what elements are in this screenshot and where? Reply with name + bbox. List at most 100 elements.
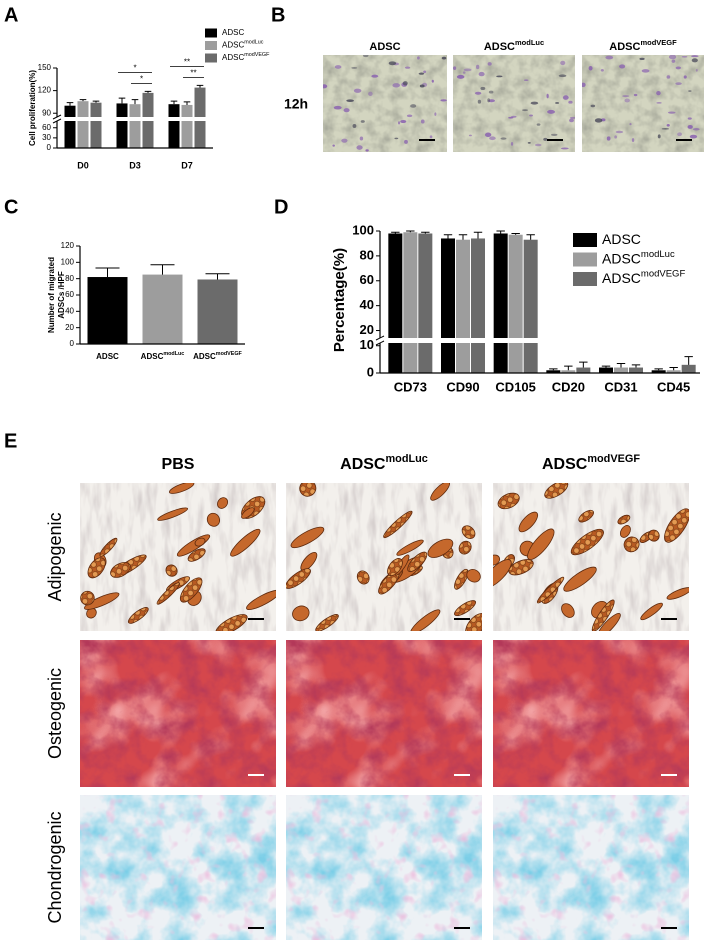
legend-label: ADSC xyxy=(222,28,244,37)
lipid-cell xyxy=(292,605,310,622)
cell xyxy=(463,68,472,72)
cell xyxy=(423,70,427,74)
lipid-cell xyxy=(561,603,575,618)
cell xyxy=(477,99,482,104)
error-bar xyxy=(183,101,191,105)
cell xyxy=(529,114,533,117)
cell xyxy=(615,130,624,134)
lipid-cell xyxy=(466,569,481,583)
lipid-cell xyxy=(497,492,520,510)
cell xyxy=(692,127,700,131)
error-bar xyxy=(601,365,611,368)
cell xyxy=(667,111,676,114)
scale-bar xyxy=(248,774,264,776)
bar xyxy=(651,370,666,373)
cell xyxy=(629,122,632,126)
cell xyxy=(394,137,399,140)
lipid-cell xyxy=(527,528,555,560)
x-tick-label: D0 xyxy=(77,160,89,170)
row-label: Chondrogenic xyxy=(45,811,65,923)
row-label: Adipogenic xyxy=(45,512,65,601)
cell xyxy=(488,90,494,94)
lipid-cell xyxy=(640,602,663,621)
cell xyxy=(431,79,434,83)
lipid-cell xyxy=(544,483,569,499)
legend-label-base: ADSC xyxy=(222,28,244,37)
image-texture xyxy=(493,640,689,787)
cell xyxy=(675,66,682,70)
bar xyxy=(471,238,485,373)
legend-swatch xyxy=(573,272,597,286)
legend-label-base: ADSC xyxy=(222,41,244,50)
cell xyxy=(534,143,542,147)
cell xyxy=(419,84,425,88)
column-header-base: ADSC xyxy=(369,41,400,53)
column-header-sup: modLuc xyxy=(515,38,544,47)
x-tick-label: D7 xyxy=(181,160,193,170)
cell xyxy=(332,144,335,147)
bar xyxy=(666,370,681,373)
lipid-cell xyxy=(619,525,631,538)
stain-image xyxy=(286,483,482,631)
stain-image xyxy=(286,795,482,940)
cell xyxy=(590,104,596,108)
axis-break xyxy=(51,117,213,121)
lipid-cell xyxy=(286,568,311,589)
cell xyxy=(404,66,411,69)
axis-break xyxy=(374,338,700,343)
lipid-cell xyxy=(87,557,106,579)
break-mark xyxy=(375,335,385,346)
cell xyxy=(656,90,661,96)
migration-image xyxy=(582,55,704,152)
bar xyxy=(599,367,613,373)
cell xyxy=(605,55,614,60)
cell xyxy=(474,91,482,95)
y-axis-label: Percentage(%) xyxy=(331,248,348,352)
column-header-sup: modLuc xyxy=(385,453,427,465)
y-tick-label: 40 xyxy=(360,297,374,312)
cell xyxy=(508,116,514,119)
panel-label: B xyxy=(271,4,285,26)
lipid-cell xyxy=(194,537,206,547)
y-tick-label: 120 xyxy=(38,86,52,95)
error-bar xyxy=(579,361,588,368)
lipid-cell xyxy=(217,497,229,509)
lipid-cell xyxy=(290,526,325,549)
legend-label-sup: modLuc xyxy=(244,40,263,46)
lipid-cell xyxy=(461,525,476,539)
lipid-cell xyxy=(241,507,255,519)
panel-label: A xyxy=(4,4,18,26)
significance-label: ** xyxy=(184,57,190,66)
lipid-cell xyxy=(536,576,565,604)
stain-image xyxy=(286,640,482,787)
lipid-cell xyxy=(597,612,621,631)
lipid-cell xyxy=(666,587,689,600)
bar xyxy=(576,367,591,373)
cell xyxy=(343,108,350,113)
cell xyxy=(462,71,466,74)
bar xyxy=(181,104,193,148)
y-tick-label: 90 xyxy=(42,108,51,117)
legend-label-base: ADSC xyxy=(222,53,244,62)
error-bar xyxy=(526,234,535,240)
cell xyxy=(582,82,586,88)
y-tick-label: 60 xyxy=(42,123,51,132)
lipid-cell xyxy=(86,607,97,619)
error-bar xyxy=(205,273,230,280)
bar xyxy=(629,367,643,373)
cell xyxy=(560,60,566,66)
cell xyxy=(560,147,569,150)
cell xyxy=(362,55,369,58)
cell xyxy=(341,138,348,143)
y-tick-label: 10 xyxy=(360,337,374,352)
bar xyxy=(168,104,180,148)
cell xyxy=(487,62,492,66)
cell xyxy=(475,64,480,70)
bar xyxy=(388,233,403,373)
cell xyxy=(568,100,573,104)
cell xyxy=(671,59,676,63)
y-tick-label: 60 xyxy=(360,272,374,287)
lipid-cell xyxy=(617,514,631,525)
